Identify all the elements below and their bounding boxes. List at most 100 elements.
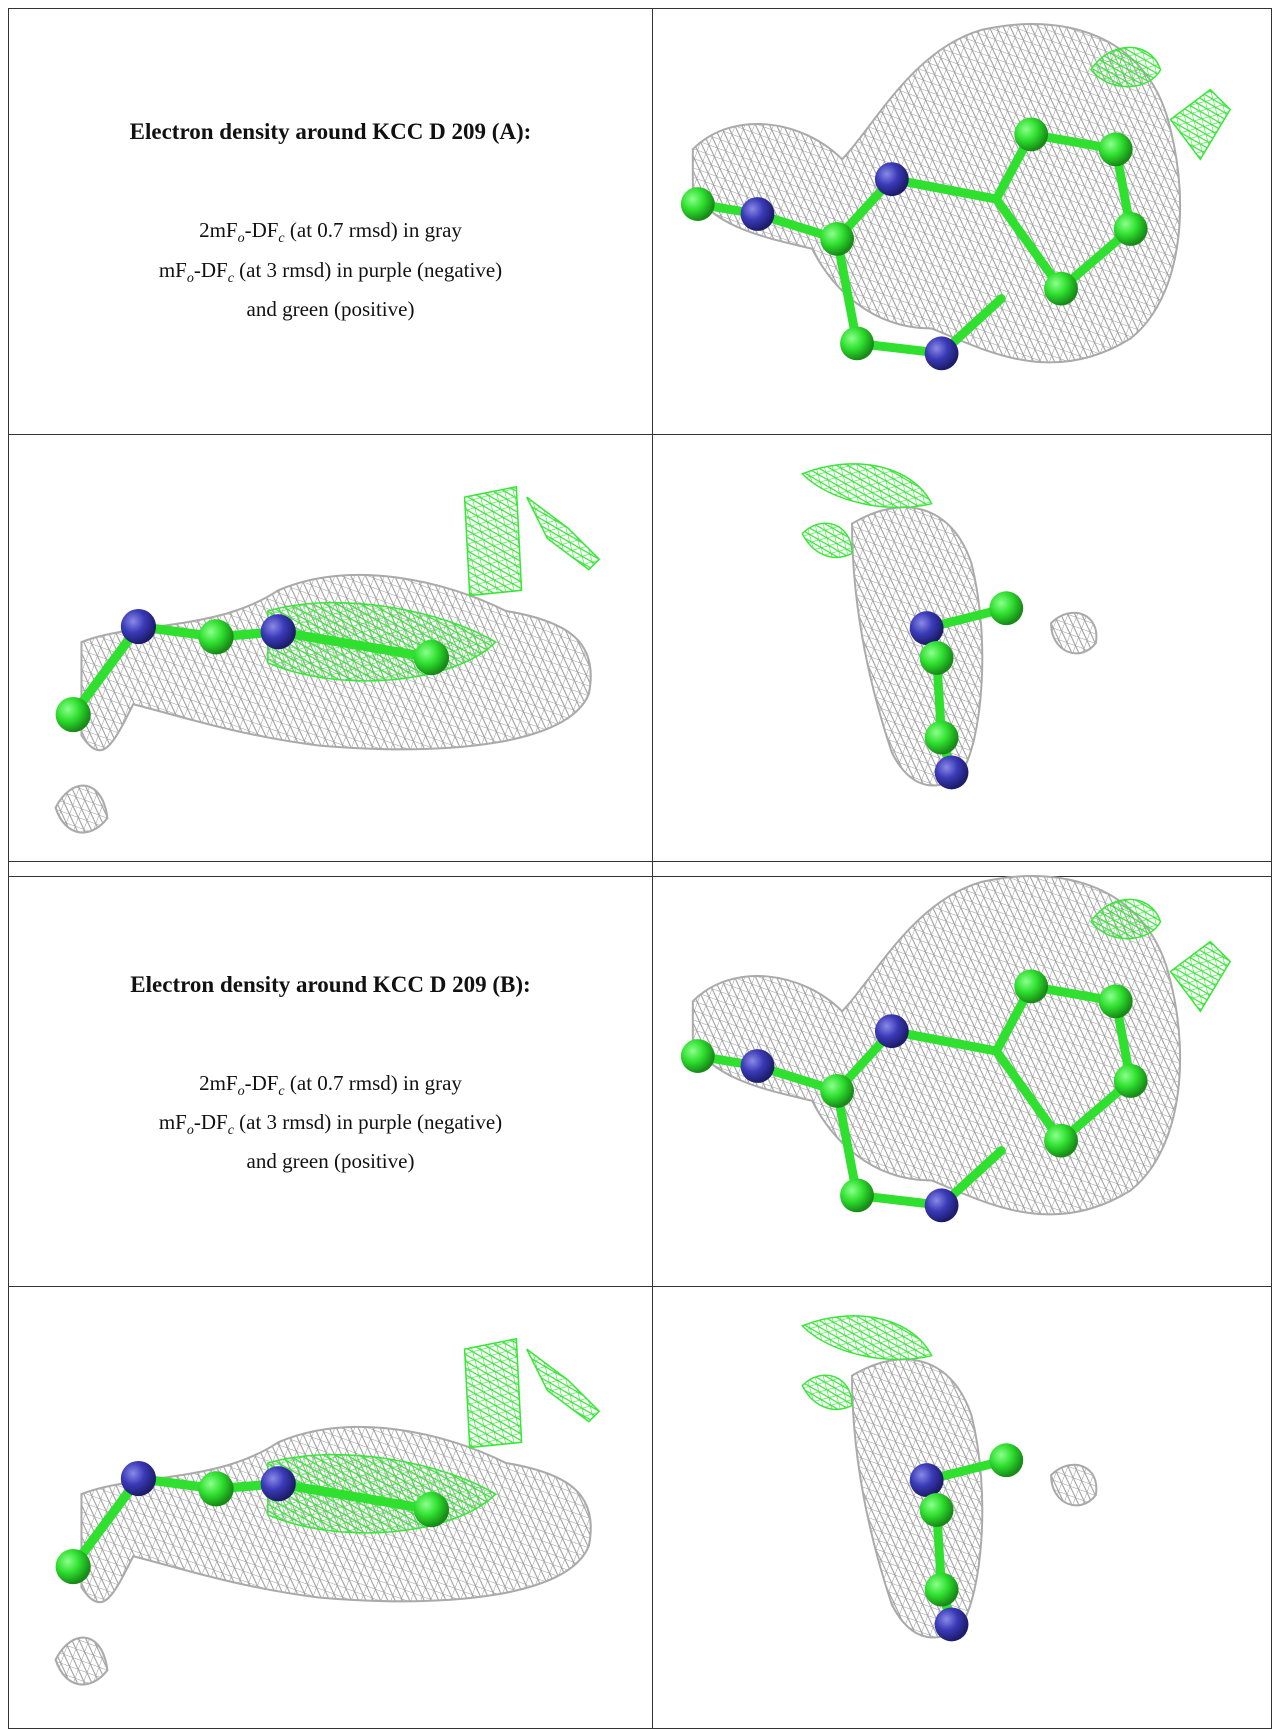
atom — [840, 325, 874, 360]
image-cell — [652, 1285, 1272, 1729]
atom — [1044, 1123, 1078, 1158]
caption-title: Electron density around KCC D 209 (B): — [130, 971, 531, 997]
bond — [68, 621, 144, 720]
gray-mesh — [54, 1636, 109, 1686]
density-image — [680, 875, 1232, 1223]
row — [8, 433, 1272, 878]
legend-text: -DF — [244, 1070, 279, 1095]
legend-text: (at 0.7 rmsd) in gray — [284, 218, 462, 243]
atom — [989, 1442, 1024, 1477]
caption-title: Electron density around KCC D 209 (A): — [129, 119, 532, 145]
atom — [989, 590, 1024, 625]
legend-text: and green (positive) — [246, 296, 415, 321]
atom — [413, 640, 450, 676]
atom — [120, 608, 157, 645]
legend-text: (at 3 rmsd) in purple (negative) — [233, 1109, 503, 1134]
legend-text: -DF — [244, 218, 279, 243]
bond — [832, 233, 862, 348]
subscript: c — [227, 1123, 234, 1139]
legend-text: mF — [158, 1109, 187, 1134]
atom — [260, 614, 296, 650]
bond — [991, 1046, 1066, 1146]
atom — [413, 1491, 450, 1528]
green-mesh — [1169, 940, 1232, 1013]
subscript: c — [278, 1083, 285, 1099]
density-image — [680, 22, 1232, 370]
density-image — [54, 1337, 601, 1686]
subscript: o — [237, 231, 245, 247]
green-mesh — [1089, 46, 1162, 87]
green-mesh — [526, 1348, 601, 1423]
density-image — [54, 485, 601, 834]
atom — [740, 196, 775, 231]
legend-line: and green (positive) — [9, 1146, 652, 1176]
legend-text: mF — [158, 257, 187, 282]
atom — [934, 755, 969, 789]
image-cell — [652, 8, 1272, 435]
legend-line: mFo-DFc (at 3 rmsd) in purple (negative) — [9, 255, 652, 294]
bond — [991, 194, 1066, 293]
row: Electron density around KCC D 209 (A): 2m… — [8, 8, 1272, 435]
gray-mesh — [1050, 611, 1098, 654]
bond — [273, 627, 437, 663]
atom — [1098, 984, 1133, 1019]
green-mesh — [801, 522, 853, 558]
atom — [934, 1606, 969, 1641]
green-mesh — [463, 485, 523, 597]
subscript: o — [186, 1123, 194, 1139]
atom — [1044, 271, 1078, 306]
bond — [273, 1479, 437, 1515]
image-cell — [8, 433, 653, 878]
row: Electron density around KCC D 209 (B): 2m… — [8, 861, 1272, 1287]
atom — [55, 1548, 91, 1585]
atom — [909, 1462, 944, 1497]
page: Electron density around KCC D 209 (A): 2m… — [8, 8, 1272, 1729]
legend-text: 2mF — [199, 1070, 238, 1095]
density-image — [800, 462, 1098, 789]
subscript: c — [278, 231, 285, 247]
legend-line: and green (positive) — [9, 294, 652, 324]
gray-mesh — [54, 784, 109, 834]
legend-text: (at 0.7 rmsd) in gray — [284, 1070, 462, 1095]
atom — [874, 161, 909, 196]
legend-text: 2mF — [199, 218, 238, 243]
atom — [919, 640, 954, 675]
atom — [198, 1471, 234, 1507]
atom — [260, 1466, 296, 1502]
gray-mesh — [851, 1357, 984, 1638]
green-mesh — [800, 462, 933, 508]
bond — [68, 1473, 144, 1572]
atom — [1098, 131, 1133, 166]
caption-cell: Electron density around KCC D 209 (B): 2m… — [8, 861, 653, 1287]
atom — [55, 696, 91, 733]
green-mesh — [801, 1374, 853, 1410]
green-mesh — [800, 1314, 933, 1360]
legend-text: (at 3 rmsd) in purple (negative) — [233, 257, 503, 282]
subscript: c — [227, 270, 234, 286]
atom — [874, 1014, 909, 1049]
gray-mesh — [851, 505, 984, 786]
atom — [680, 1039, 715, 1073]
image-cell — [652, 433, 1272, 878]
atom — [1014, 117, 1049, 151]
subscript: o — [237, 1083, 245, 1099]
image-cell — [652, 861, 1272, 1287]
atom — [820, 1073, 855, 1108]
legend-text: -DF — [193, 257, 228, 282]
atom — [1113, 211, 1148, 246]
atom — [1014, 969, 1049, 1004]
subscript: o — [186, 270, 194, 286]
bond — [887, 174, 1001, 204]
legend-line: mFo-DFc (at 3 rmsd) in purple (negative) — [9, 1107, 652, 1146]
green-mesh — [1089, 898, 1162, 940]
atom — [740, 1049, 775, 1083]
image-cell — [8, 1285, 653, 1729]
density-image — [800, 1314, 1098, 1641]
atom — [120, 1460, 157, 1497]
atom — [198, 619, 234, 655]
figure-table: Electron density around KCC D 209 (A): 2m… — [8, 8, 1272, 878]
atom — [820, 221, 855, 256]
green-mesh — [526, 496, 601, 571]
atom — [919, 1492, 954, 1527]
figure-table: Electron density around KCC D 209 (B): 2m… — [8, 861, 1272, 1729]
